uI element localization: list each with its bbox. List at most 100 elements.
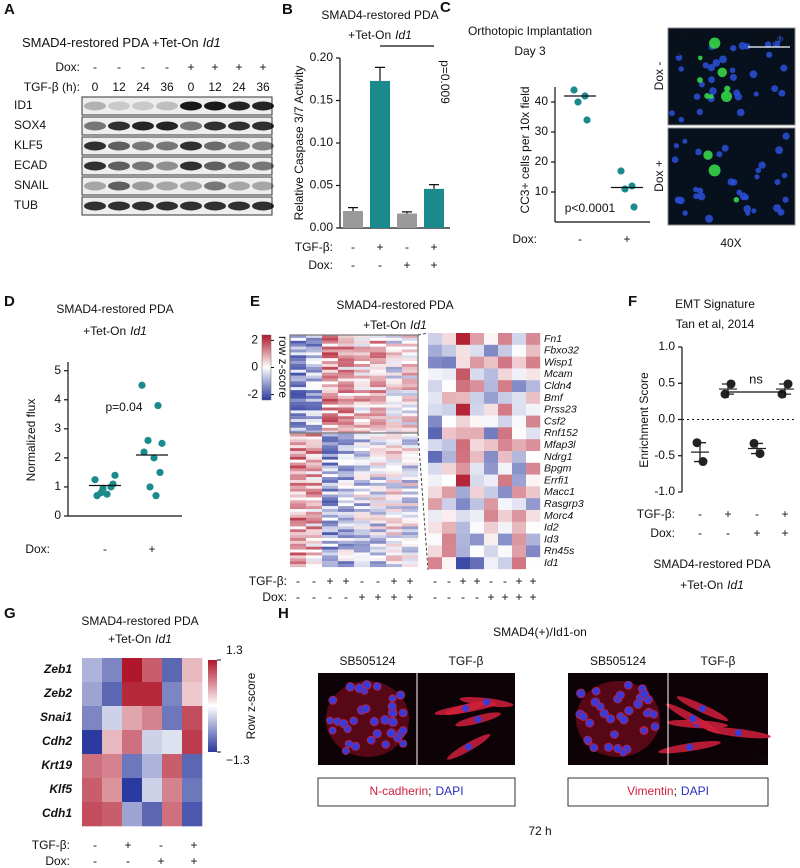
p-value: p<0.0001 bbox=[565, 201, 616, 215]
nucleus bbox=[764, 41, 772, 48]
cc3-signal bbox=[704, 92, 711, 99]
band bbox=[228, 101, 250, 111]
heatmap-cell bbox=[338, 529, 355, 533]
heatmap-cell bbox=[354, 523, 371, 527]
bar bbox=[424, 188, 444, 228]
heatmap-cell bbox=[526, 474, 541, 487]
nucleus bbox=[619, 715, 629, 725]
heatmap-cell bbox=[182, 754, 203, 779]
blot-title-part: Id1 bbox=[203, 35, 221, 50]
legend-label-part: ; bbox=[428, 784, 431, 798]
band bbox=[108, 101, 130, 111]
heatmap-cell bbox=[402, 407, 419, 411]
chart-subtitle: +Tet-On Id1 bbox=[108, 632, 172, 646]
heatmap-cell bbox=[322, 555, 339, 559]
heatmap-cell bbox=[322, 433, 339, 437]
heatmap-cell bbox=[338, 543, 355, 547]
heatmap-cell bbox=[386, 372, 403, 376]
chart-subtitle-part: Id1 bbox=[410, 318, 427, 332]
nucleus bbox=[782, 132, 790, 140]
heatmap-cell bbox=[338, 433, 355, 437]
nucleus bbox=[650, 722, 660, 732]
heatmap-cell bbox=[484, 368, 499, 381]
heatmap-cell bbox=[470, 557, 485, 570]
heatmap-cell bbox=[402, 337, 419, 341]
heatmap-cell bbox=[322, 422, 339, 425]
heatmap-cell bbox=[306, 535, 323, 539]
heatmap-cell bbox=[484, 462, 499, 475]
y-tick-label: 5 bbox=[54, 363, 61, 377]
heatmap-cell bbox=[354, 546, 371, 550]
heatmap-cell bbox=[338, 523, 355, 527]
heatmap-cell bbox=[354, 543, 371, 547]
heatmap-cell bbox=[442, 462, 457, 475]
gene-label: Rnf152 bbox=[544, 427, 578, 439]
heatmap-cell bbox=[402, 543, 419, 547]
heatmap-cell bbox=[442, 356, 457, 369]
nucleus bbox=[738, 41, 747, 50]
heatmap-cell bbox=[498, 545, 513, 558]
nucleus bbox=[589, 743, 599, 753]
heatmap-cell bbox=[386, 506, 403, 510]
heatmap-cell bbox=[354, 506, 371, 510]
gene-label: Id2 bbox=[544, 522, 559, 534]
heatmap-cell bbox=[386, 445, 403, 449]
nucleus bbox=[686, 743, 694, 751]
heatmap-cell bbox=[512, 415, 527, 428]
nucleus bbox=[781, 172, 788, 179]
heatmap-cell bbox=[456, 439, 471, 452]
nucleus bbox=[583, 735, 592, 745]
legend-label-part: Vimentin bbox=[627, 784, 673, 798]
chart-title: SMAD4-restored PDA bbox=[81, 614, 198, 628]
heatmap-cell bbox=[338, 364, 355, 367]
nucleus bbox=[712, 59, 721, 67]
heatmap-cell bbox=[402, 494, 419, 498]
heatmap-cell bbox=[290, 422, 307, 425]
heatmap-cell bbox=[322, 526, 339, 530]
sign: + bbox=[358, 590, 365, 604]
heatmap-cell bbox=[402, 468, 419, 472]
heatmap-cell bbox=[456, 510, 471, 522]
heatmap-cell bbox=[290, 532, 307, 536]
heatmap-cell bbox=[322, 543, 339, 547]
heatmap-cell bbox=[402, 488, 419, 492]
band bbox=[84, 181, 106, 191]
row-label: Dox - bbox=[652, 62, 666, 91]
heatmap-cell bbox=[338, 427, 355, 431]
heatmap-cell bbox=[370, 393, 387, 396]
heatmap-cell bbox=[456, 533, 471, 546]
heatmap-cell bbox=[402, 535, 419, 539]
band bbox=[108, 141, 130, 151]
heatmap-cell bbox=[290, 511, 307, 515]
heatmap-cell bbox=[306, 543, 323, 547]
heatmap-cell bbox=[338, 343, 355, 347]
heatmap-cell bbox=[338, 439, 355, 443]
stain-label: DAPI bbox=[673, 30, 701, 44]
heatmap-cell bbox=[442, 403, 457, 416]
heatmap-cell bbox=[512, 521, 527, 534]
heatmap-cell bbox=[306, 509, 323, 512]
row-label: Dox: bbox=[512, 232, 537, 246]
gene-label: Wisp1 bbox=[544, 356, 573, 368]
heatmap-cell bbox=[526, 344, 541, 357]
nucleus bbox=[669, 110, 675, 117]
row-label: Dox: bbox=[650, 526, 675, 540]
heatmap-cell bbox=[338, 384, 355, 388]
point bbox=[146, 483, 154, 491]
heatmap-cell bbox=[402, 546, 419, 550]
heatmap-cell bbox=[498, 451, 513, 463]
heatmap-cell bbox=[354, 395, 371, 399]
sign: - bbox=[489, 574, 493, 588]
heatmap-cell bbox=[322, 358, 339, 362]
heatmap-cell bbox=[182, 778, 203, 803]
y-tick-label: 3 bbox=[54, 421, 61, 435]
heatmap-cell bbox=[386, 468, 403, 472]
heatmap-cell bbox=[354, 497, 371, 501]
heatmap-cell bbox=[386, 543, 403, 547]
heatmap-cell bbox=[370, 549, 387, 553]
nucleus bbox=[729, 73, 737, 81]
heatmap-cell bbox=[322, 564, 339, 568]
nucleus bbox=[782, 196, 789, 203]
y-axis-label: Normalized flux bbox=[24, 399, 38, 482]
y-axis-label: CC3+ cells per 10x field bbox=[518, 86, 532, 213]
